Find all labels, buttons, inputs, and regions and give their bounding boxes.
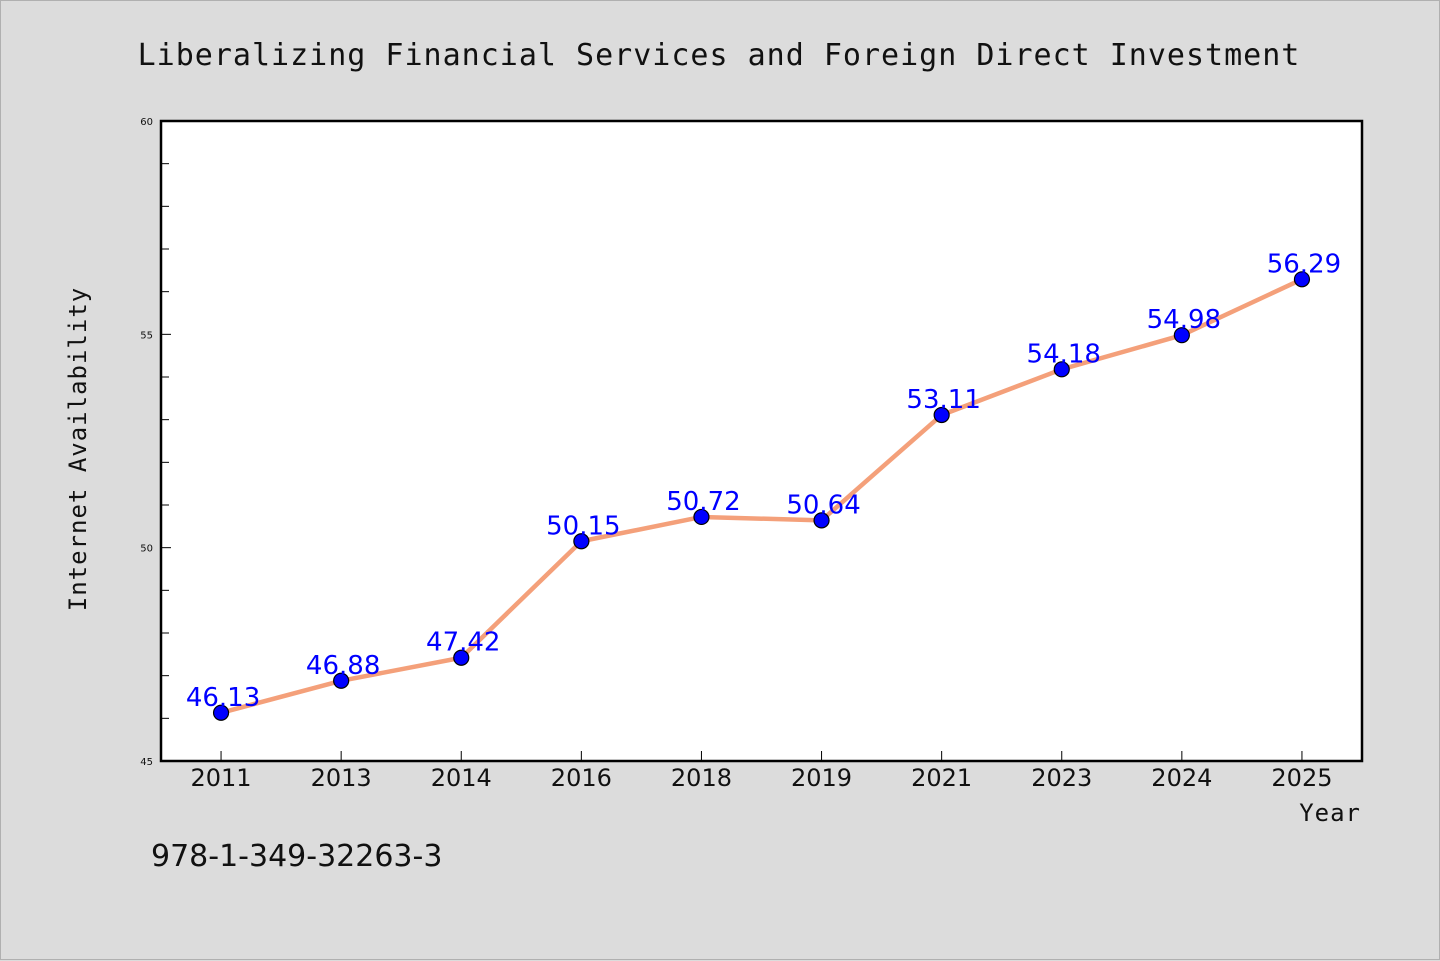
data-point: [813, 512, 830, 529]
y-tick-label: 45: [140, 757, 153, 768]
y-tick-label: 50: [140, 544, 153, 555]
data-labels-group: 46.13 46.88 47.42 50.15 50.72 50.64 53.11 54.18…: [186, 249, 1341, 712]
x-tick-label: 2013: [311, 764, 372, 792]
data-label: 46.88: [306, 651, 380, 681]
data-point: [1293, 271, 1311, 288]
chart-title: Liberalizing Financial Services and Fore…: [138, 38, 1301, 73]
x-tick-label: 2011: [191, 764, 252, 792]
x-axis-title: Year: [1299, 799, 1361, 827]
data-point: [212, 704, 230, 721]
data-label: 54.98: [1147, 305, 1221, 335]
data-point: [693, 508, 710, 526]
x-tick-label: 2014: [431, 764, 492, 792]
x-tick-label: 2025: [1271, 764, 1332, 792]
data-point: [573, 533, 590, 550]
data-label: 50.15: [546, 511, 620, 541]
data-point: [453, 649, 470, 666]
data-label: 50.64: [786, 490, 860, 520]
y-axis: 45 50 55 60: [140, 117, 171, 768]
data-point: [333, 672, 350, 689]
data-label: 46.13: [186, 683, 260, 713]
isbn-text: 978-1-349-32263-3: [151, 839, 442, 874]
x-tick-label: 2019: [791, 764, 852, 792]
x-tick-label: 2024: [1151, 764, 1212, 792]
series-line-group: [218, 277, 1305, 716]
x-tick-label: 2016: [551, 764, 612, 792]
markers-group: [212, 271, 1311, 721]
data-label: 50.72: [666, 487, 740, 517]
x-tick-label: 2023: [1031, 764, 1092, 792]
data-label: 53.11: [906, 385, 980, 415]
x-axis: 2011 2013 2014 2016 2018 2019 2021 2023 2024 2025: [191, 751, 1332, 792]
series-line: [218, 277, 1305, 716]
data-label: 47.42: [426, 628, 500, 658]
y-tick-label: 55: [140, 330, 153, 341]
data-label: 54.18: [1027, 339, 1101, 369]
data-label: 56.29: [1267, 249, 1341, 279]
x-tick-label: 2021: [911, 764, 972, 792]
data-point: [1053, 361, 1070, 378]
data-point: [933, 406, 950, 424]
x-tick-label: 2018: [671, 764, 732, 792]
y-axis-title: Internet Availability: [64, 287, 92, 611]
data-point: [1173, 327, 1190, 344]
y-tick-label: 60: [140, 117, 153, 128]
plot-area: [159, 119, 1364, 763]
